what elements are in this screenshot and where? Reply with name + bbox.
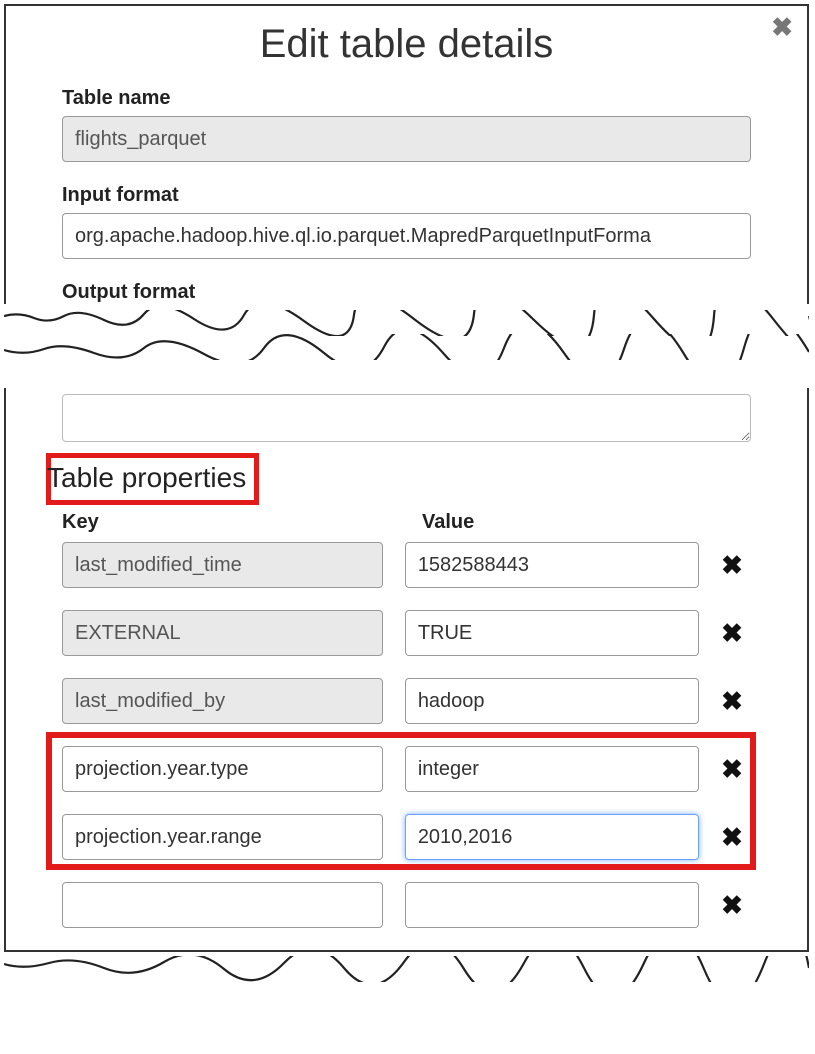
property-row: ✖ bbox=[62, 678, 751, 724]
property-row: ✖ bbox=[62, 746, 751, 792]
description-textarea[interactable] bbox=[62, 394, 751, 442]
table-name-input bbox=[62, 116, 751, 162]
delete-row-icon[interactable]: ✖ bbox=[713, 754, 751, 785]
property-row: ✖ bbox=[62, 814, 751, 860]
input-format-label: Input format bbox=[62, 184, 751, 207]
key-column-header: Key bbox=[62, 511, 400, 534]
close-icon[interactable]: ✖ bbox=[771, 12, 793, 43]
delete-row-icon[interactable]: ✖ bbox=[713, 686, 751, 717]
property-key-input bbox=[62, 678, 383, 724]
dialog-title: Edit table details bbox=[6, 22, 807, 67]
property-value-input[interactable] bbox=[405, 814, 699, 860]
property-value-input[interactable] bbox=[405, 746, 699, 792]
table-name-label: Table name bbox=[62, 87, 751, 110]
property-key-input[interactable] bbox=[62, 746, 383, 792]
property-key-input[interactable] bbox=[62, 882, 383, 928]
torn-edge-final bbox=[4, 956, 809, 982]
property-value-input[interactable] bbox=[405, 882, 699, 928]
delete-row-icon[interactable]: ✖ bbox=[713, 822, 751, 853]
property-value-input[interactable] bbox=[405, 678, 699, 724]
property-row: ✖ bbox=[62, 610, 751, 656]
torn-edge-top bbox=[4, 310, 809, 336]
property-key-input bbox=[62, 610, 383, 656]
output-format-label: Output format bbox=[62, 281, 751, 304]
property-key-input bbox=[62, 542, 383, 588]
delete-row-icon[interactable]: ✖ bbox=[713, 618, 751, 649]
section-title-highlight: Table properties bbox=[46, 453, 259, 505]
property-value-input[interactable] bbox=[405, 610, 699, 656]
properties-header: Key Value bbox=[62, 511, 751, 534]
delete-row-icon[interactable]: ✖ bbox=[713, 550, 751, 581]
torn-edge-bottom bbox=[4, 334, 809, 360]
dialog-top-panel: ✖ Edit table details Table name Input fo… bbox=[4, 4, 809, 304]
property-row: ✖ bbox=[62, 882, 751, 928]
property-value-input[interactable] bbox=[405, 542, 699, 588]
input-format-input[interactable] bbox=[62, 213, 751, 259]
delete-row-icon[interactable]: ✖ bbox=[713, 890, 751, 921]
value-column-header: Value bbox=[422, 511, 732, 534]
property-row: ✖ bbox=[62, 542, 751, 588]
table-properties-heading: Table properties bbox=[47, 462, 246, 494]
dialog-bottom-panel: Table properties Key Value ✖ ✖ ✖ ✖ ✖ ✖ bbox=[4, 388, 809, 952]
properties-table: Key Value ✖ ✖ ✖ ✖ ✖ ✖ bbox=[62, 511, 751, 928]
property-key-input[interactable] bbox=[62, 814, 383, 860]
